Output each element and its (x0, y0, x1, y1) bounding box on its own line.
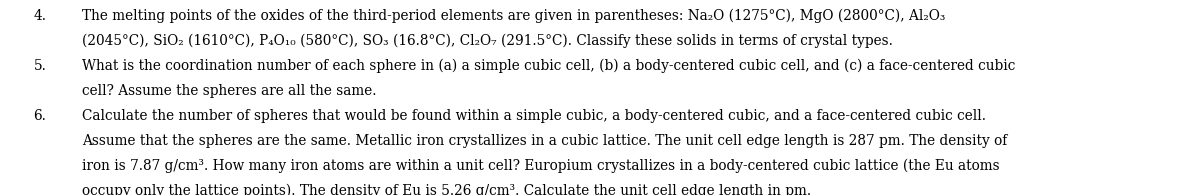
Text: The melting points of the oxides of the third-period elements are given in paren: The melting points of the oxides of the … (82, 9, 944, 23)
Text: Calculate the number of spheres that would be found within a simple cubic, a bod: Calculate the number of spheres that wou… (82, 109, 985, 123)
Text: What is the coordination number of each sphere in (a) a simple cubic cell, (b) a: What is the coordination number of each … (82, 59, 1015, 73)
Text: occupy only the lattice points). The density of Eu is 5.26 g/cm³. Calculate the : occupy only the lattice points). The den… (82, 183, 811, 195)
Text: (2045°C), SiO₂ (1610°C), P₄O₁₀ (580°C), SO₃ (16.8°C), Cl₂O₇ (291.5°C). Classify : (2045°C), SiO₂ (1610°C), P₄O₁₀ (580°C), … (82, 34, 893, 48)
Text: 6.: 6. (34, 109, 47, 123)
Text: cell? Assume the spheres are all the same.: cell? Assume the spheres are all the sam… (82, 84, 376, 98)
Text: iron is 7.87 g/cm³. How many iron atoms are within a unit cell? Europium crystal: iron is 7.87 g/cm³. How many iron atoms … (82, 159, 1000, 173)
Text: Assume that the spheres are the same. Metallic iron crystallizes in a cubic latt: Assume that the spheres are the same. Me… (82, 134, 1007, 148)
Text: 5.: 5. (34, 59, 47, 73)
Text: 4.: 4. (34, 9, 47, 23)
